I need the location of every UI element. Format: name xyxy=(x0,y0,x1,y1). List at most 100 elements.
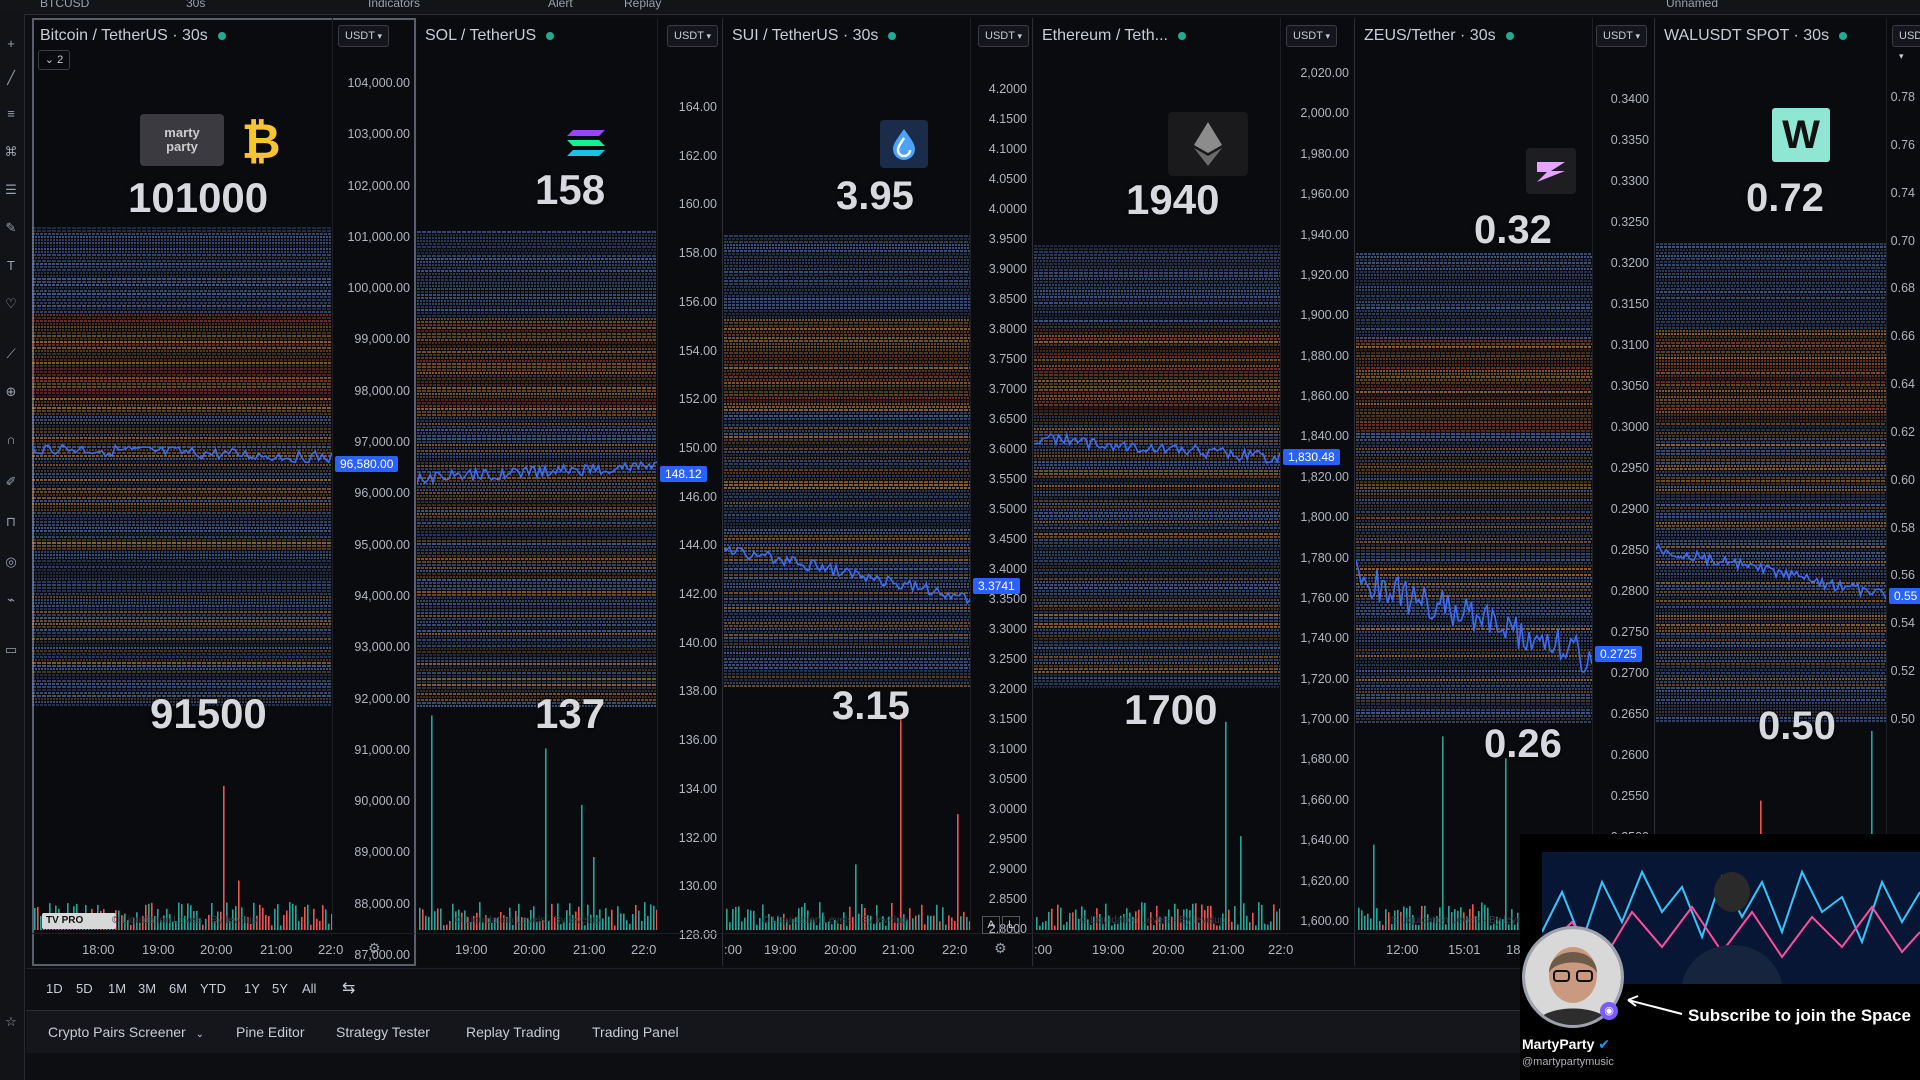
price-scale[interactable]: 2,020.00 2,000.00 1,980.00 1,960.00 1,940.00… xyxy=(1280,18,1354,930)
tab-trading-panel[interactable]: Trading Panel xyxy=(592,1024,679,1040)
volume-bar xyxy=(1373,844,1375,930)
settings-icon[interactable]: ⚙ xyxy=(994,940,1007,956)
symbol-search-button[interactable]: BTCUSD xyxy=(40,0,90,10)
volume-bar xyxy=(810,919,812,930)
magnet-icon[interactable]: ∩ xyxy=(6,432,16,447)
range-3m[interactable]: 3M xyxy=(138,981,157,996)
volume-bar xyxy=(515,910,517,930)
chart-pane-wal[interactable]: WALUSDT SPOT · 30s USDT W 0.72 0.50 0.78… xyxy=(1656,18,1920,966)
pane-title[interactable]: ZEUS/Tether · 30s xyxy=(1364,27,1514,45)
time-axis[interactable]: 18:00 19:00 20:00 21:00 22:0 xyxy=(32,933,415,966)
volume-bar xyxy=(1141,902,1143,930)
volume-bar xyxy=(1219,925,1221,930)
price-scale[interactable]: 0.3400 0.3350 0.3300 0.3250 0.3200 0.3150 0.31… xyxy=(1592,18,1654,930)
ruler-icon[interactable]: ⟋ xyxy=(6,346,16,361)
link-icon[interactable]: ⌁ xyxy=(7,592,15,607)
price-scale[interactable]: 104,000.00 103,000.00 102,000.00 101,000.00… xyxy=(332,18,415,962)
trendline-icon[interactable]: ╱ xyxy=(7,70,15,85)
range-5d[interactable]: 5D xyxy=(76,981,93,996)
chevron-down-icon[interactable]: ⌄ xyxy=(195,1029,204,1040)
price-tick-label: 1,980.00 xyxy=(1300,146,1349,161)
live-status-dot xyxy=(1505,31,1514,40)
volume-bar xyxy=(1361,910,1363,930)
chart-pane-btc[interactable]: Bitcoin / TetherUS · 30s USDT ⌄ 2 marty … xyxy=(32,18,416,966)
price-tick-label: 97,000.00 xyxy=(354,435,410,450)
pattern-icon[interactable]: ⌘ xyxy=(4,144,18,159)
tab-crypto-pairs-screener[interactable]: Crypto Pairs Screener ⌄ xyxy=(48,1024,204,1040)
range-all[interactable]: All xyxy=(302,981,317,996)
volume-bar xyxy=(611,909,613,930)
volume-bar xyxy=(960,916,962,930)
volume-bar xyxy=(220,911,222,930)
range-1y[interactable]: 1Y xyxy=(244,981,260,996)
price-tick-label: 0.2650 xyxy=(1610,707,1649,721)
pane-title[interactable]: WALUSDT SPOT · 30s xyxy=(1664,27,1848,45)
avatar[interactable] xyxy=(1522,926,1624,1028)
crosshair-icon[interactable]: + xyxy=(7,36,15,51)
pane-title[interactable]: SOL / TetherUS xyxy=(425,27,555,45)
eye-icon[interactable]: ◎ xyxy=(5,554,17,569)
chart-pane-eth[interactable]: Ethereum / Teth... USDT 1940 1700 2,020.… xyxy=(1034,18,1355,966)
heart-icon[interactable]: ♡ xyxy=(5,296,17,311)
volume-bar xyxy=(1505,758,1507,930)
volume-bar xyxy=(1448,905,1450,930)
brush-icon[interactable]: ✎ xyxy=(5,220,17,235)
pane-title[interactable]: Ethereum / Teth... xyxy=(1042,27,1186,45)
time-axis[interactable]: 12:00 15:01 18: xyxy=(1356,933,1654,966)
currency-dropdown[interactable]: USDT xyxy=(1892,25,1920,47)
layout-name-button[interactable]: Unnamed xyxy=(1666,0,1719,10)
range-1m[interactable]: 1M xyxy=(108,981,127,996)
replay-button[interactable]: Replay xyxy=(624,0,662,10)
volume-bar xyxy=(1039,925,1041,930)
tab-strategy-tester[interactable]: Strategy Tester xyxy=(336,1024,430,1040)
chart-pane-sui[interactable]: SUI / TetherUS · 30s USDT 3.95 3.15 4.20… xyxy=(724,18,1033,966)
star-icon[interactable]: ☆ xyxy=(5,1014,17,1029)
collapse-indicators-button[interactable]: ⌄ 2 xyxy=(38,50,70,70)
interval-button[interactable]: 30s xyxy=(186,0,206,10)
auto-scale-button[interactable]: A xyxy=(982,916,1000,934)
price-tick-label: 3.8000 xyxy=(988,322,1027,336)
currency-dropdown[interactable]: USDT xyxy=(667,25,718,47)
chart-pane-sol[interactable]: SOL / TetherUS USDT 158 137 164.00 162.00… xyxy=(417,18,723,966)
time-axis[interactable]: :00 19:00 20:00 21:00 22:0 xyxy=(1034,933,1354,966)
fib-icon[interactable]: ≡ xyxy=(7,106,15,121)
currency-dropdown[interactable]: USDT xyxy=(1596,25,1647,47)
volume-bar xyxy=(1087,919,1089,930)
date-range-calendar-icon[interactable]: ⇆ xyxy=(342,980,356,997)
range-1d[interactable]: 1D xyxy=(46,981,63,996)
alert-button[interactable]: Alert xyxy=(548,0,573,10)
zoom-icon[interactable]: ⊕ xyxy=(5,384,17,399)
range-6m[interactable]: 6M xyxy=(169,981,188,996)
indicators-button[interactable]: Indicators xyxy=(368,0,421,10)
currency-dropdown[interactable]: USDT xyxy=(1286,25,1337,47)
time-axis[interactable]: :00 19:00 20:00 21:00 22:0 xyxy=(724,933,1032,966)
chart-pane-zeus[interactable]: ZEUS/Tether · 30s USDT 0.32 0.26 0.34000… xyxy=(1356,18,1655,966)
price-scale[interactable]: 164.00 162.00 160.00 158.00 156.00 154.00 152.… xyxy=(657,18,722,942)
price-scale[interactable]: 0.78 0.76 0.74 0.70 0.68 0.66 0.64 0.62 0.60 0.58… xyxy=(1886,18,1920,930)
lock-drawing-icon[interactable]: ✐ xyxy=(5,474,17,489)
range-ytd[interactable]: YTD xyxy=(200,981,226,996)
pane-title[interactable]: SUI / TetherUS · 30s xyxy=(732,27,897,45)
volume-bar xyxy=(178,902,180,930)
time-axis[interactable]: 19:00 20:00 21:00 22:0 xyxy=(417,933,722,966)
volume-bar xyxy=(172,921,174,930)
trash-icon[interactable]: ▭ xyxy=(4,642,18,657)
price-scale[interactable]: 4.2000 4.1500 4.1000 4.0500 4.0000 3.9500 3.90… xyxy=(970,18,1032,936)
range-5y[interactable]: 5Y xyxy=(272,981,288,996)
pane-title[interactable]: Bitcoin / TetherUS · 30s xyxy=(40,27,226,45)
volume-bar xyxy=(274,908,276,930)
settings-icon[interactable]: ⚙ xyxy=(368,940,381,956)
log-scale-button[interactable]: L xyxy=(1002,916,1020,934)
volume-bar xyxy=(1093,916,1095,930)
currency-dropdown[interactable]: USDT xyxy=(338,25,389,47)
volume-bar xyxy=(331,914,332,930)
tab-pine-editor[interactable]: Pine Editor xyxy=(236,1024,305,1040)
volume-bar xyxy=(1385,909,1387,930)
text-icon[interactable]: T xyxy=(7,258,15,273)
volume-bar xyxy=(193,911,195,930)
forecast-icon[interactable]: ☰ xyxy=(5,182,17,197)
lock-icon[interactable]: ⊓ xyxy=(5,514,17,529)
tab-replay-trading[interactable]: Replay Trading xyxy=(466,1024,561,1040)
currency-dropdown[interactable]: USDT xyxy=(978,25,1029,47)
volume-bar xyxy=(1174,903,1176,930)
